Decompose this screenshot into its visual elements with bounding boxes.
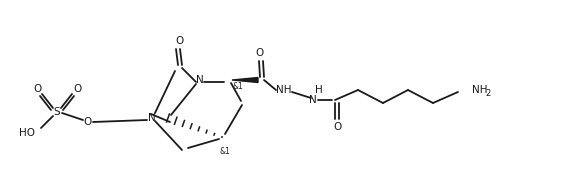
Text: O: O: [33, 84, 41, 94]
Text: O: O: [73, 84, 81, 94]
Text: O: O: [84, 117, 92, 127]
Text: NH: NH: [472, 85, 487, 95]
Text: 2: 2: [485, 88, 490, 97]
Text: HO: HO: [19, 128, 35, 138]
Text: &1: &1: [219, 146, 230, 156]
Text: N: N: [148, 113, 156, 123]
Text: O: O: [175, 36, 183, 46]
Text: O: O: [256, 48, 264, 58]
Text: N: N: [196, 75, 204, 85]
Text: S: S: [54, 107, 60, 117]
Text: N: N: [309, 95, 317, 105]
Text: H: H: [315, 85, 323, 95]
Polygon shape: [232, 77, 258, 82]
Text: O: O: [333, 122, 341, 132]
Text: NH: NH: [276, 85, 292, 95]
Text: &1: &1: [233, 82, 243, 91]
